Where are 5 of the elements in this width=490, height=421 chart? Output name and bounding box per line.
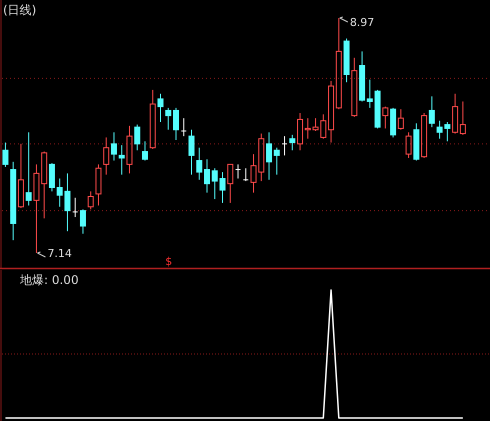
annotation: 8.97 — [350, 16, 374, 29]
chart-title: (日线) — [3, 3, 36, 17]
annotation: 7.14 — [47, 247, 72, 260]
chart-title: 地爆: 0.00 — [19, 273, 79, 287]
text: $ — [165, 255, 172, 268]
